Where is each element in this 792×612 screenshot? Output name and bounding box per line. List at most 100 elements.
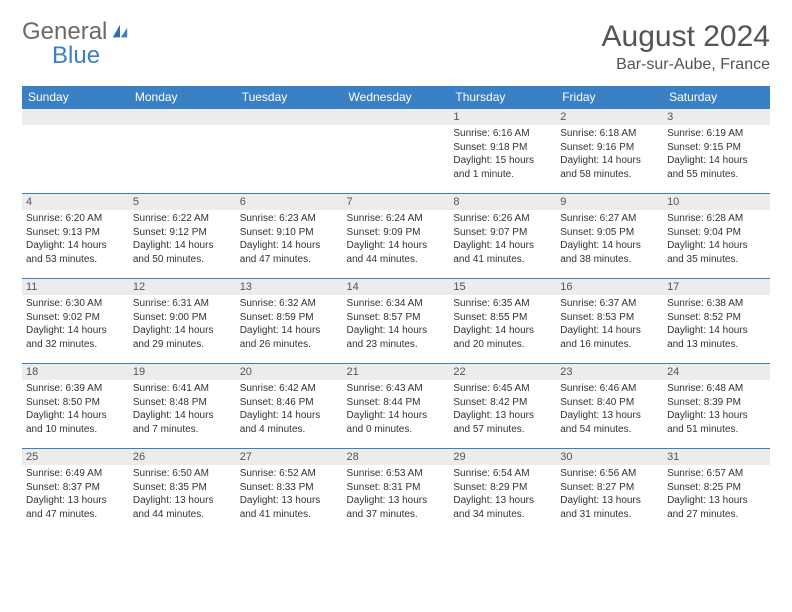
sunset-text: Sunset: 9:07 PM: [453, 226, 552, 240]
day-number: [236, 109, 343, 125]
sunset-text: Sunset: 9:09 PM: [347, 226, 446, 240]
sunset-text: Sunset: 8:25 PM: [667, 481, 766, 495]
day-number: 16: [556, 279, 663, 295]
day-details: Sunrise: 6:45 AMSunset: 8:42 PMDaylight:…: [449, 380, 556, 438]
day-details: Sunrise: 6:57 AMSunset: 8:25 PMDaylight:…: [663, 465, 770, 523]
day-details: Sunrise: 6:39 AMSunset: 8:50 PMDaylight:…: [22, 380, 129, 438]
sunrise-text: Sunrise: 6:26 AM: [453, 212, 552, 226]
sunset-text: Sunset: 9:15 PM: [667, 141, 766, 155]
calendar-cell: 14Sunrise: 6:34 AMSunset: 8:57 PMDayligh…: [343, 279, 450, 364]
day-details: [343, 125, 450, 129]
calendar-week-row: 4Sunrise: 6:20 AMSunset: 9:13 PMDaylight…: [22, 194, 770, 279]
daylight-text: Daylight: 14 hours and 41 minutes.: [453, 239, 552, 266]
day-details: Sunrise: 6:43 AMSunset: 8:44 PMDaylight:…: [343, 380, 450, 438]
calendar-week-row: 25Sunrise: 6:49 AMSunset: 8:37 PMDayligh…: [22, 449, 770, 534]
day-number: 17: [663, 279, 770, 295]
day-number: 7: [343, 194, 450, 210]
day-details: Sunrise: 6:23 AMSunset: 9:10 PMDaylight:…: [236, 210, 343, 268]
sunrise-text: Sunrise: 6:49 AM: [26, 467, 125, 481]
day-number: 27: [236, 449, 343, 465]
sunrise-text: Sunrise: 6:41 AM: [133, 382, 232, 396]
month-title: August 2024: [602, 20, 770, 54]
daylight-text: Daylight: 13 hours and 34 minutes.: [453, 494, 552, 521]
sunrise-text: Sunrise: 6:38 AM: [667, 297, 766, 311]
day-number: 14: [343, 279, 450, 295]
sunset-text: Sunset: 8:44 PM: [347, 396, 446, 410]
sunset-text: Sunset: 8:40 PM: [560, 396, 659, 410]
day-number: 22: [449, 364, 556, 380]
day-details: Sunrise: 6:56 AMSunset: 8:27 PMDaylight:…: [556, 465, 663, 523]
day-details: [129, 125, 236, 129]
day-number: 6: [236, 194, 343, 210]
calendar-cell: [236, 109, 343, 194]
daylight-text: Daylight: 13 hours and 44 minutes.: [133, 494, 232, 521]
calendar-table: Sunday Monday Tuesday Wednesday Thursday…: [22, 86, 770, 534]
daylight-text: Daylight: 13 hours and 57 minutes.: [453, 409, 552, 436]
day-details: Sunrise: 6:37 AMSunset: 8:53 PMDaylight:…: [556, 295, 663, 353]
sunset-text: Sunset: 9:13 PM: [26, 226, 125, 240]
day-details: Sunrise: 6:41 AMSunset: 8:48 PMDaylight:…: [129, 380, 236, 438]
day-details: Sunrise: 6:50 AMSunset: 8:35 PMDaylight:…: [129, 465, 236, 523]
sunrise-text: Sunrise: 6:16 AM: [453, 127, 552, 141]
calendar-cell: 6Sunrise: 6:23 AMSunset: 9:10 PMDaylight…: [236, 194, 343, 279]
calendar-cell: 13Sunrise: 6:32 AMSunset: 8:59 PMDayligh…: [236, 279, 343, 364]
day-number: [22, 109, 129, 125]
sunrise-text: Sunrise: 6:48 AM: [667, 382, 766, 396]
calendar-cell: 10Sunrise: 6:28 AMSunset: 9:04 PMDayligh…: [663, 194, 770, 279]
calendar-cell: 11Sunrise: 6:30 AMSunset: 9:02 PMDayligh…: [22, 279, 129, 364]
sunrise-text: Sunrise: 6:45 AM: [453, 382, 552, 396]
calendar-cell: 28Sunrise: 6:53 AMSunset: 8:31 PMDayligh…: [343, 449, 450, 534]
day-number: 23: [556, 364, 663, 380]
daylight-text: Daylight: 13 hours and 51 minutes.: [667, 409, 766, 436]
daylight-text: Daylight: 14 hours and 0 minutes.: [347, 409, 446, 436]
daylight-text: Daylight: 13 hours and 41 minutes.: [240, 494, 339, 521]
daylight-text: Daylight: 14 hours and 23 minutes.: [347, 324, 446, 351]
calendar-cell: 4Sunrise: 6:20 AMSunset: 9:13 PMDaylight…: [22, 194, 129, 279]
calendar-cell: 8Sunrise: 6:26 AMSunset: 9:07 PMDaylight…: [449, 194, 556, 279]
calendar-cell: 21Sunrise: 6:43 AMSunset: 8:44 PMDayligh…: [343, 364, 450, 449]
calendar-cell: 23Sunrise: 6:46 AMSunset: 8:40 PMDayligh…: [556, 364, 663, 449]
weekday-header: Monday: [129, 86, 236, 109]
day-details: Sunrise: 6:18 AMSunset: 9:16 PMDaylight:…: [556, 125, 663, 183]
logo-text-general: General: [22, 18, 107, 45]
daylight-text: Daylight: 14 hours and 26 minutes.: [240, 324, 339, 351]
day-number: [343, 109, 450, 125]
daylight-text: Daylight: 14 hours and 58 minutes.: [560, 154, 659, 181]
day-details: [22, 125, 129, 129]
day-number: 25: [22, 449, 129, 465]
day-details: Sunrise: 6:34 AMSunset: 8:57 PMDaylight:…: [343, 295, 450, 353]
calendar-cell: 27Sunrise: 6:52 AMSunset: 8:33 PMDayligh…: [236, 449, 343, 534]
daylight-text: Daylight: 14 hours and 53 minutes.: [26, 239, 125, 266]
day-details: Sunrise: 6:38 AMSunset: 8:52 PMDaylight:…: [663, 295, 770, 353]
sunrise-text: Sunrise: 6:19 AM: [667, 127, 766, 141]
daylight-text: Daylight: 14 hours and 47 minutes.: [240, 239, 339, 266]
calendar-week-row: 11Sunrise: 6:30 AMSunset: 9:02 PMDayligh…: [22, 279, 770, 364]
weekday-header-row: Sunday Monday Tuesday Wednesday Thursday…: [22, 86, 770, 109]
calendar-cell: 7Sunrise: 6:24 AMSunset: 9:09 PMDaylight…: [343, 194, 450, 279]
sunrise-text: Sunrise: 6:34 AM: [347, 297, 446, 311]
day-details: Sunrise: 6:52 AMSunset: 8:33 PMDaylight:…: [236, 465, 343, 523]
sunset-text: Sunset: 9:12 PM: [133, 226, 232, 240]
calendar-cell: 2Sunrise: 6:18 AMSunset: 9:16 PMDaylight…: [556, 109, 663, 194]
day-number: 20: [236, 364, 343, 380]
daylight-text: Daylight: 14 hours and 38 minutes.: [560, 239, 659, 266]
day-details: Sunrise: 6:35 AMSunset: 8:55 PMDaylight:…: [449, 295, 556, 353]
daylight-text: Daylight: 14 hours and 29 minutes.: [133, 324, 232, 351]
daylight-text: Daylight: 14 hours and 10 minutes.: [26, 409, 125, 436]
day-details: Sunrise: 6:27 AMSunset: 9:05 PMDaylight:…: [556, 210, 663, 268]
title-block: August 2024 Bar-sur-Aube, France: [602, 20, 770, 74]
sunset-text: Sunset: 9:18 PM: [453, 141, 552, 155]
sunset-text: Sunset: 8:35 PM: [133, 481, 232, 495]
calendar-cell: 9Sunrise: 6:27 AMSunset: 9:05 PMDaylight…: [556, 194, 663, 279]
day-number: 29: [449, 449, 556, 465]
sunset-text: Sunset: 8:42 PM: [453, 396, 552, 410]
day-number: 9: [556, 194, 663, 210]
day-details: Sunrise: 6:42 AMSunset: 8:46 PMDaylight:…: [236, 380, 343, 438]
daylight-text: Daylight: 13 hours and 54 minutes.: [560, 409, 659, 436]
day-number: 28: [343, 449, 450, 465]
weekday-header: Sunday: [22, 86, 129, 109]
calendar-body: 1Sunrise: 6:16 AMSunset: 9:18 PMDaylight…: [22, 109, 770, 534]
day-details: Sunrise: 6:46 AMSunset: 8:40 PMDaylight:…: [556, 380, 663, 438]
calendar-cell: 29Sunrise: 6:54 AMSunset: 8:29 PMDayligh…: [449, 449, 556, 534]
daylight-text: Daylight: 14 hours and 7 minutes.: [133, 409, 232, 436]
